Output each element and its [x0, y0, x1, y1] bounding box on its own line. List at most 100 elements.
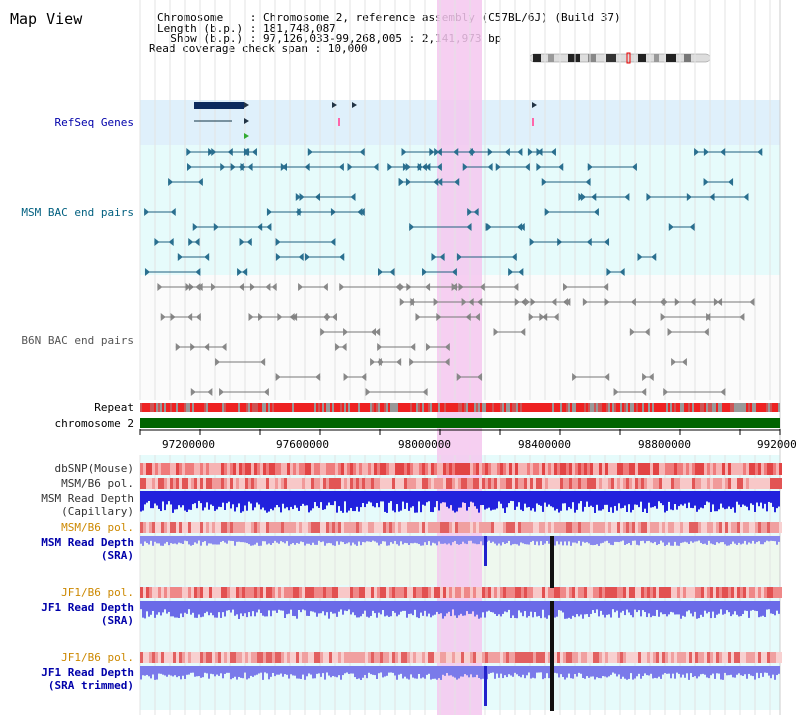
b6n-end-arrow	[444, 358, 450, 366]
depth-bar	[364, 601, 366, 611]
repeat-bar	[500, 403, 502, 412]
depth-bar	[724, 491, 726, 510]
repeat-bar	[694, 403, 696, 412]
depth-bar	[172, 536, 174, 544]
b6n-end-arrow	[210, 283, 216, 291]
heatmap-cell	[227, 463, 230, 475]
heatmap-cell	[233, 652, 236, 663]
depth-bar	[426, 491, 428, 503]
bac-end-arrow	[186, 163, 192, 171]
heatmap-cell	[764, 522, 767, 533]
heatmap-cell	[467, 463, 470, 475]
heatmap-cell	[353, 463, 356, 475]
depth-bar	[174, 601, 176, 618]
msm-depth-capillary-label-1[interactable]: MSM Read Depth	[41, 492, 134, 505]
depth-bar	[732, 491, 734, 508]
depth-bar	[290, 536, 292, 545]
depth-bar	[294, 491, 296, 506]
heatmap-cell	[470, 478, 473, 489]
heatmap-cell	[515, 522, 518, 533]
heatmap-cell	[389, 587, 392, 598]
depth-bar	[272, 666, 274, 673]
repeat-bar	[360, 403, 362, 412]
heatmap-cell	[203, 652, 206, 663]
bac-end-arrow	[578, 193, 584, 201]
refseq-genes-label[interactable]: RefSeq Genes	[54, 116, 134, 129]
depth-bar	[232, 601, 234, 610]
repeat-bar	[492, 403, 494, 412]
depth-bar	[662, 536, 664, 543]
depth-bar	[410, 491, 412, 508]
repeat-bar	[144, 403, 146, 412]
heatmap-cell	[413, 522, 416, 533]
depth-bar	[660, 601, 662, 613]
heatmap-cell	[260, 478, 263, 489]
depth-bar	[488, 536, 490, 541]
repeat-bar	[374, 403, 376, 412]
depth-bar	[330, 491, 332, 506]
jf1-b6-pol-trim-label[interactable]: JF1/B6 pol.	[61, 651, 134, 664]
depth-bar	[690, 491, 692, 508]
heatmap-cell	[524, 478, 527, 489]
heatmap-cell	[425, 522, 428, 533]
b6n-end-arrow	[520, 328, 526, 336]
depth-bar	[672, 666, 674, 674]
depth-bar	[772, 601, 774, 614]
depth-bar	[602, 666, 604, 677]
bac-end-arrow	[518, 268, 524, 276]
depth-bar	[460, 491, 462, 508]
bac-end-arrow	[330, 238, 336, 246]
heatmap-cell	[644, 587, 647, 598]
jf1-b6-pol-label[interactable]: JF1/B6 pol.	[61, 586, 134, 599]
heatmap-cell	[737, 652, 740, 663]
dbsnp-label[interactable]: dbSNP(Mouse)	[54, 462, 134, 475]
msm-b6-pol-label[interactable]: MSM/B6 pol.	[61, 477, 134, 490]
jf1-depth-sra-label-1[interactable]: JF1 Read Depth	[41, 601, 134, 614]
repeat-bar	[708, 403, 710, 412]
depth-bar	[632, 666, 634, 680]
depth-bar	[680, 536, 682, 543]
depth-bar	[226, 601, 228, 611]
heatmap-cell	[596, 463, 599, 475]
bac-end-arrow	[242, 268, 248, 276]
depth-bar	[142, 601, 144, 618]
msm-bac-label[interactable]: MSM BAC end pairs	[21, 206, 134, 219]
heatmap-cell	[725, 652, 728, 663]
depth-bar	[634, 666, 636, 679]
bac-end-arrow	[188, 238, 194, 246]
depth-bar	[652, 536, 654, 544]
depth-bar	[562, 491, 564, 504]
heatmap-cell	[323, 587, 326, 598]
depth-bar	[410, 601, 412, 614]
heatmap-cell	[503, 478, 506, 489]
depth-bar	[424, 491, 426, 506]
heatmap-cell	[458, 478, 461, 489]
repeat-bar	[180, 403, 182, 412]
heatmap-cell	[455, 652, 458, 663]
heatmap-cell	[389, 463, 392, 475]
b6n-bac-label[interactable]: B6N BAC end pairs	[21, 334, 134, 347]
heatmap-cell	[161, 587, 164, 598]
heatmap-cell	[389, 522, 392, 533]
heatmap-cell	[476, 587, 479, 598]
jf1-depth-trim-label-1[interactable]: JF1 Read Depth	[41, 666, 134, 679]
depth-bar	[666, 601, 668, 617]
depth-bar	[336, 491, 338, 513]
heatmap-cell	[152, 522, 155, 533]
heatmap-cell	[752, 463, 755, 475]
heatmap-cell	[755, 522, 758, 533]
depth-bar	[338, 666, 340, 676]
msm-depth-sra-label-1[interactable]: MSM Read Depth	[41, 536, 134, 549]
depth-bar	[768, 536, 770, 542]
depth-bar	[768, 491, 770, 502]
heatmap-cell	[218, 463, 221, 475]
heatmap-cell	[566, 587, 569, 598]
repeat-bar	[168, 403, 170, 412]
depth-bar	[488, 601, 490, 611]
repeat-bar	[606, 403, 608, 412]
msm-b6-pol-sra-label[interactable]: MSM/B6 pol.	[61, 521, 134, 534]
depth-bar	[422, 601, 424, 616]
depth-bar	[628, 536, 630, 544]
heatmap-cell	[338, 478, 341, 489]
